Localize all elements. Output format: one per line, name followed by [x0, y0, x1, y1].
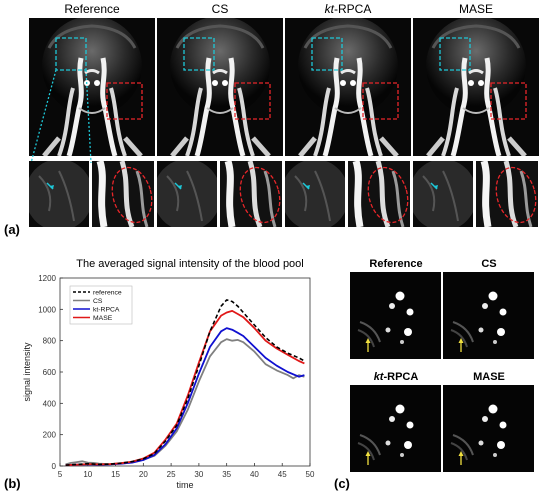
- column-title-cs: CS: [211, 2, 229, 16]
- zoom-cyan-kt-rpca: [285, 161, 345, 227]
- zoom-red-mase: [476, 161, 538, 227]
- zoom-cyan-mase: [413, 161, 473, 227]
- y-tick-label: 600: [43, 368, 57, 377]
- y-tick-label: 0: [52, 462, 57, 471]
- x-axis-label: time: [176, 480, 193, 490]
- mra-image-cs: [157, 18, 283, 156]
- x-tick-label: 25: [167, 470, 176, 479]
- zoom-red-reference: [92, 161, 154, 227]
- axial-title-kt-rpca: kt-RPCA: [373, 371, 419, 383]
- axial-title-mase: MASE: [473, 371, 505, 383]
- axial-image-reference: [350, 272, 441, 359]
- y-axis-label: signal intensity: [22, 342, 32, 402]
- x-tick-label: 20: [139, 470, 148, 479]
- zoom-guide-lines: [30, 69, 92, 163]
- panel-label-a: (a): [4, 222, 20, 237]
- axial-title-cs: CS: [481, 258, 497, 270]
- signal-intensity-chart: 5 10 15 20 25 30 35 40 45 50 0 200 400 600 800 1000 1200…: [22, 274, 315, 490]
- legend-label: reference: [93, 290, 122, 297]
- legend-label: MASE: [93, 315, 113, 322]
- y-tick-label: 200: [43, 431, 57, 440]
- zoom-red-cs: [220, 161, 282, 227]
- x-tick-label: 40: [250, 470, 259, 479]
- zoom-cyan-cs: [157, 161, 217, 227]
- x-tick-label: 45: [278, 470, 287, 479]
- x-tick-label: 50: [306, 470, 315, 479]
- y-tick-label: 800: [43, 337, 57, 346]
- series-line-mase: [65, 310, 305, 467]
- axial-title-reference: Reference: [369, 258, 423, 270]
- x-tick-label: 10: [83, 470, 92, 479]
- series-line-cs: [65, 338, 305, 466]
- chart-title: The averaged signal intensity of the blo…: [76, 258, 304, 270]
- x-tick-label: 35: [222, 470, 231, 479]
- x-tick-label: 30: [194, 470, 203, 479]
- y-tick-label: 1200: [38, 274, 56, 283]
- x-tick-label: 15: [111, 470, 120, 479]
- x-tick-label: 5: [58, 470, 63, 479]
- mra-image-kt-rpca: [285, 18, 411, 156]
- legend-label: kt-RPCA: [93, 307, 120, 314]
- axial-image-mase: [443, 385, 534, 472]
- y-tick-label: 400: [43, 399, 57, 408]
- series-line-reference: [65, 299, 305, 466]
- legend-label: CS: [93, 298, 103, 305]
- zoom-red-kt-rpca: [348, 161, 410, 227]
- mra-image-mase: [413, 18, 539, 156]
- panel-label-c: (c): [334, 476, 350, 491]
- y-tick-label: 1000: [38, 305, 56, 314]
- zoom-cyan-reference: [29, 161, 89, 227]
- column-title-reference: Reference: [64, 2, 120, 16]
- column-title-kt-rpca: kt-RPCA: [324, 2, 372, 16]
- panel-label-b: (b): [4, 476, 21, 491]
- axial-image-cs: [443, 272, 534, 359]
- column-title-mase: MASE: [458, 2, 493, 16]
- axial-image-kt-rpca: [350, 385, 441, 472]
